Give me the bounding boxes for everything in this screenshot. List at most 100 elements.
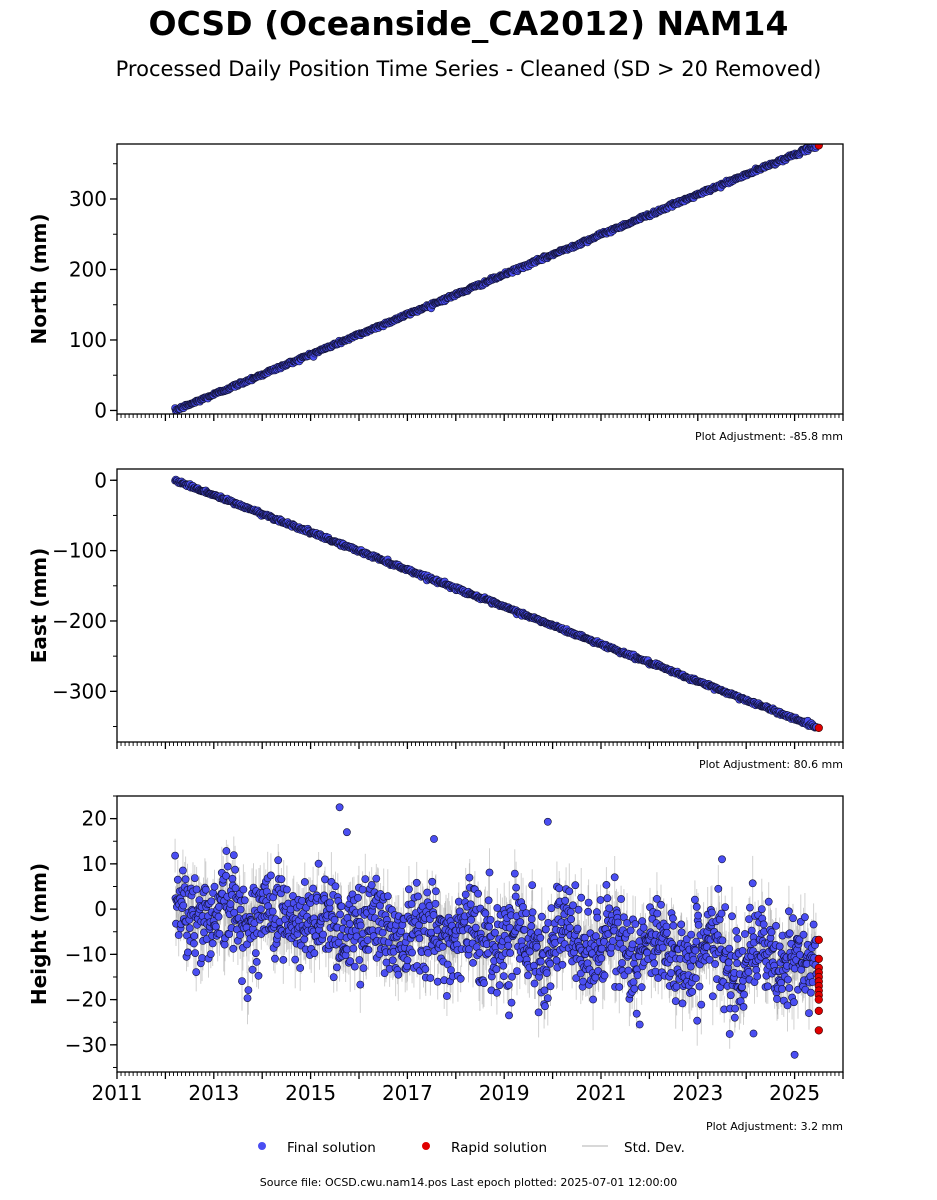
final-point	[192, 885, 201, 894]
final-point	[403, 956, 412, 965]
final-point	[708, 992, 717, 1001]
final-point	[623, 919, 631, 927]
final-point	[421, 965, 430, 973]
final-point	[469, 959, 477, 967]
final-point	[542, 969, 551, 977]
final-point	[721, 903, 730, 911]
final-point	[464, 945, 473, 954]
final-point	[404, 885, 413, 894]
final-point	[725, 944, 734, 953]
final-point	[541, 1002, 549, 1011]
final-point	[211, 922, 220, 931]
final-point	[607, 943, 616, 952]
final-point	[618, 959, 626, 967]
final-point	[667, 969, 675, 977]
final-point	[520, 925, 529, 934]
final-point	[252, 958, 261, 966]
final-point	[236, 931, 245, 939]
final-point	[173, 875, 182, 884]
final-point	[772, 922, 780, 930]
final-point	[424, 949, 432, 957]
final-point	[428, 877, 437, 886]
final-point	[731, 1004, 740, 1013]
final-point	[426, 974, 435, 982]
final-point	[350, 962, 359, 971]
plot-area-north	[171, 144, 823, 414]
final-point	[189, 939, 198, 948]
final-point	[669, 914, 677, 923]
final-point	[238, 977, 246, 985]
final-point	[631, 920, 640, 928]
final-point	[364, 946, 373, 954]
final-point	[484, 896, 493, 905]
final-point	[332, 963, 341, 972]
final-point	[746, 903, 754, 912]
final-point	[493, 904, 502, 912]
final-point	[192, 968, 201, 976]
final-point	[492, 988, 501, 997]
final-point	[359, 964, 368, 972]
final-point	[201, 885, 210, 894]
y-tick-label: −300	[52, 679, 107, 703]
final-point	[243, 940, 251, 949]
final-point	[678, 999, 687, 1008]
final-point	[271, 954, 279, 963]
final-point	[759, 920, 768, 929]
final-point	[602, 881, 611, 889]
final-point	[300, 935, 309, 944]
final-point	[208, 939, 217, 948]
final-point	[658, 943, 667, 952]
final-point	[343, 945, 351, 954]
final-point	[207, 897, 216, 906]
x-axis-north	[116, 414, 844, 421]
final-point	[609, 937, 617, 945]
final-point	[319, 930, 327, 939]
final-point	[790, 998, 798, 1007]
final-point	[610, 873, 619, 882]
final-point	[567, 915, 575, 924]
final-point	[672, 982, 681, 991]
final-point	[528, 881, 537, 889]
final-point	[534, 1008, 543, 1017]
final-point	[561, 896, 570, 905]
final-point	[730, 1013, 739, 1022]
final-point	[433, 926, 442, 935]
final-point	[248, 965, 257, 974]
final-point	[296, 964, 305, 972]
final-point	[593, 913, 602, 922]
final-point	[724, 958, 733, 967]
final-point	[651, 967, 660, 976]
page-subtitle: Processed Daily Position Time Series - C…	[115, 57, 822, 81]
final-point	[524, 971, 532, 980]
final-point	[677, 928, 686, 937]
final-point	[465, 873, 474, 882]
final-point	[174, 931, 183, 939]
final-point	[705, 955, 714, 964]
final-point	[300, 878, 309, 886]
final-point	[198, 954, 206, 962]
final-point	[190, 874, 199, 882]
final-point	[530, 979, 539, 988]
final-point	[528, 908, 537, 917]
final-point	[692, 903, 701, 911]
final-point	[485, 922, 493, 931]
y-tick-label: 300	[69, 187, 107, 211]
final-point	[239, 885, 248, 894]
y-axis-label: East (mm)	[27, 548, 51, 664]
final-point	[336, 910, 344, 919]
final-point	[686, 962, 695, 971]
final-point	[638, 917, 647, 926]
final-point	[558, 960, 567, 969]
final-point	[536, 933, 545, 942]
final-point	[733, 959, 741, 968]
final-point	[223, 862, 232, 871]
final-point	[692, 937, 701, 946]
final-point	[331, 882, 340, 891]
final-point	[191, 949, 200, 957]
final-point	[741, 930, 749, 938]
final-point	[783, 1001, 792, 1010]
final-point	[291, 955, 300, 964]
final-point	[732, 927, 741, 935]
final-point	[361, 875, 370, 883]
final-point	[442, 992, 451, 1000]
